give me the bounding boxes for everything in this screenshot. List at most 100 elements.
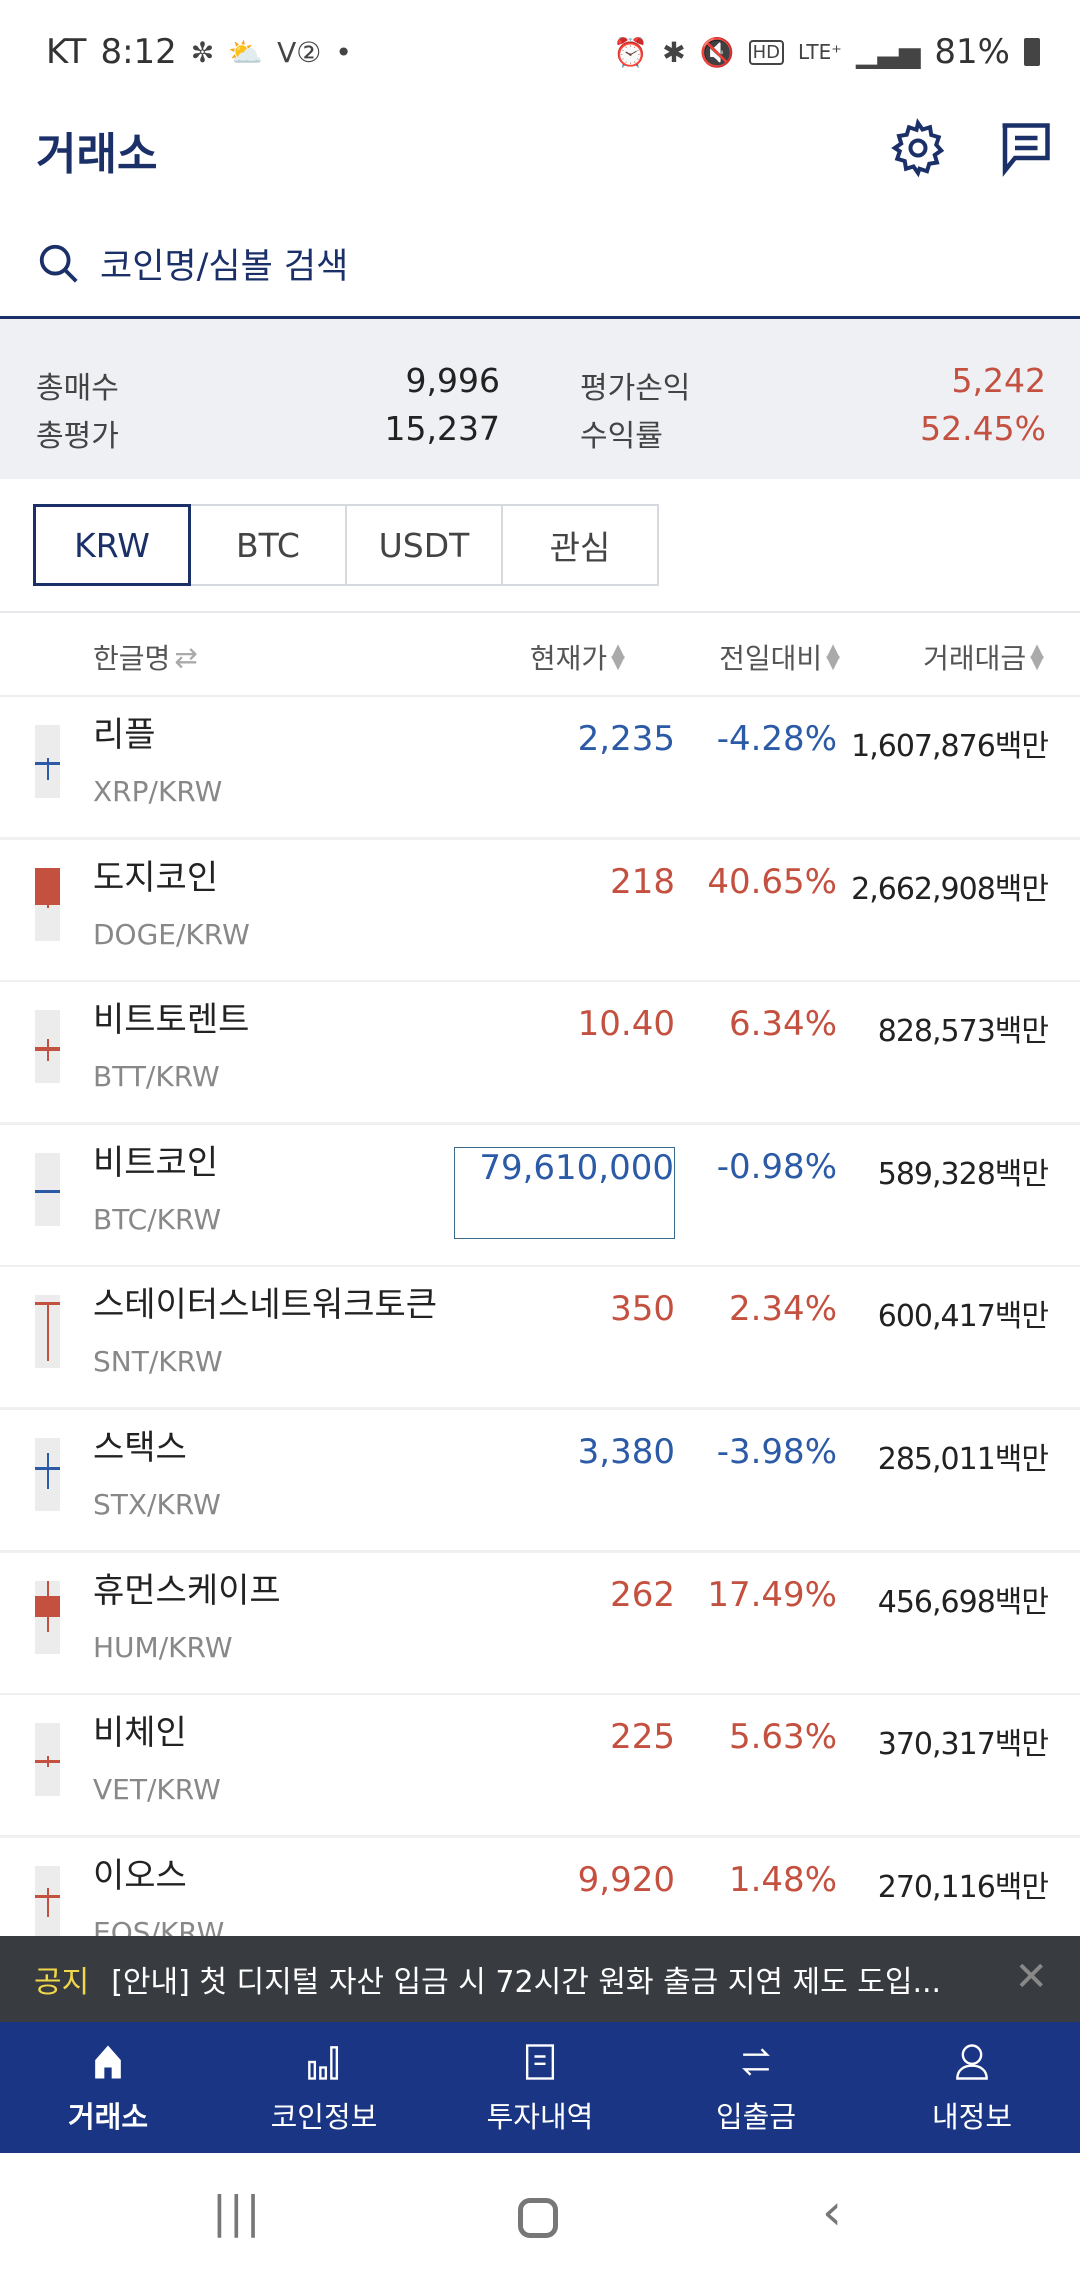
nav-investments[interactable]: 투자내역 — [432, 2022, 648, 2153]
gear-icon[interactable] — [888, 118, 948, 178]
tab-btc[interactable]: BTC — [189, 504, 347, 586]
chat-icon[interactable] — [995, 118, 1055, 178]
coin-price: 350 — [610, 1289, 675, 1329]
sort-change[interactable]: 전일대비 ▲ ▼ — [719, 637, 840, 677]
coin-row[interactable]: 비트토렌트 BTT/KRW 10.40 6.34% 828,573백만 — [0, 982, 1080, 1125]
coin-row[interactable]: 스테이터스네트워크토큰 SNT/KRW 350 2.34% 600,417백만 — [0, 1267, 1080, 1410]
coin-row[interactable]: 도지코인 DOGE/KRW 218 40.65% 2,662,908백만 — [0, 840, 1080, 983]
coin-price: 262 — [610, 1575, 675, 1615]
candle-wick — [47, 1302, 49, 1361]
sort-volume[interactable]: 거래대금 ▲ ▼ — [923, 637, 1044, 677]
search-input[interactable]: 코인명/심볼 검색 — [36, 238, 348, 289]
coin-name: 스택스 — [93, 1428, 187, 1468]
coin-name: 비트코인 — [93, 1143, 219, 1183]
notice-banner[interactable]: 공지 [안내] 첫 디지털 자산 입금 시 72시간 원화 출금 지연 제도 도… — [0, 1936, 1080, 2022]
document-icon — [525, 2043, 555, 2080]
search-placeholder: 코인명/심볼 검색 — [100, 247, 349, 287]
coin-symbol: XRP/KRW — [93, 775, 223, 808]
total-eval-value: 15,237 — [384, 409, 500, 448]
weather-icon: ⛅ — [228, 35, 264, 69]
page-title: 거래소 — [36, 129, 158, 180]
coin-row[interactable]: 비체인 VET/KRW 225 5.63% 370,317백만 — [0, 1695, 1080, 1838]
coin-name: 도지코인 — [93, 858, 219, 898]
nav-coin-info[interactable]: 코인정보 — [216, 2022, 432, 2153]
coin-row[interactable]: 비트코인 BTC/KRW 79,610,000 -0.98% 589,328백만 — [0, 1125, 1080, 1268]
recents-icon[interactable]: ||| — [212, 2187, 263, 2238]
hd-voice-icon: HD — [748, 39, 784, 65]
column-volume-label: 거래대금 — [923, 642, 1027, 675]
battery-level: 81% — [934, 32, 1010, 72]
table-header: 한글명 ⇄ 현재가 ▲ ▼ 전일대비 ▲ ▼ 거래대금 ▲ ▼ — [0, 613, 1080, 697]
candle-body — [35, 1189, 60, 1193]
close-icon[interactable]: ✕ — [1014, 1954, 1048, 2000]
voicemail-icon: V② — [277, 35, 322, 69]
coin-volume: 285,011백만 — [877, 1442, 1049, 1477]
alarm-icon: ⏰ — [613, 35, 649, 69]
signal-icon: ▁▃▅ — [855, 35, 921, 69]
tab-usdt[interactable]: USDT — [345, 504, 503, 586]
divider — [0, 611, 1080, 613]
coin-symbol: DOGE/KRW — [93, 918, 250, 951]
coin-volume: 2,662,908백만 — [851, 872, 1049, 907]
coin-row[interactable]: 스택스 STX/KRW 3,380 -3.98% 285,011백만 — [0, 1410, 1080, 1553]
candle-wick — [47, 1452, 49, 1490]
coin-volume: 828,573백만 — [877, 1014, 1049, 1049]
sort-price[interactable]: 현재가 ▲ ▼ — [530, 637, 625, 677]
candle-body — [35, 1895, 60, 1899]
carrier: KT — [46, 32, 87, 72]
column-price-label: 현재가 — [529, 642, 608, 675]
return-value: 52.45% — [920, 409, 1046, 448]
coin-symbol: HUM/KRW — [93, 1631, 233, 1664]
candle-body — [35, 1467, 60, 1471]
market-tabs: KRW BTC USDT 관심 — [33, 504, 659, 586]
coin-symbol: STX/KRW — [93, 1488, 221, 1521]
coin-row[interactable]: 리플 XRP/KRW 2,235 -4.28% 1,607,876백만 — [0, 697, 1080, 840]
lte-plus-icon: LTE⁺ — [798, 40, 842, 64]
nav-exchange[interactable]: 거래소 — [0, 2022, 216, 2153]
candle-chart — [35, 1723, 60, 1796]
coin-price: 2,235 — [577, 719, 675, 759]
dot-icon: • — [335, 35, 352, 69]
candle-chart — [35, 1866, 60, 1939]
bottom-nav: 거래소 코인정보 투자내역 입출금 내정보 — [0, 2022, 1080, 2153]
coin-volume: 456,698백만 — [877, 1585, 1049, 1620]
coin-change: 40.65% — [707, 862, 837, 902]
coin-volume: 270,116백만 — [877, 1870, 1049, 1905]
coin-name: 리플 — [93, 715, 156, 755]
coin-price: 79,610,000 — [454, 1147, 675, 1239]
sort-name[interactable]: 한글명 ⇄ — [93, 637, 198, 677]
coin-volume: 370,317백만 — [877, 1727, 1049, 1762]
coin-price: 225 — [610, 1717, 675, 1757]
coin-symbol: VET/KRW — [93, 1773, 221, 1806]
system-nav: ||| ‹ — [0, 2153, 1080, 2280]
coin-price: 9,920 — [577, 1860, 675, 1900]
coin-row[interactable]: 휴먼스케이프 HUM/KRW 262 17.49% 456,698백만 — [0, 1553, 1080, 1696]
candle-chart — [35, 1581, 60, 1654]
candle-body — [35, 1759, 60, 1763]
nav-label: 투자내역 — [486, 2099, 594, 2134]
coin-change: 1.48% — [728, 1860, 837, 1900]
coin-change: 5.63% — [728, 1717, 837, 1757]
home-button-icon[interactable] — [518, 2198, 558, 2238]
candle-chart — [35, 868, 60, 941]
nav-my-info[interactable]: 내정보 — [864, 2022, 1080, 2153]
sort-icon: ▲ ▼ — [611, 640, 625, 673]
coin-change: -0.98% — [716, 1147, 837, 1187]
back-icon[interactable]: ‹ — [822, 2183, 842, 2241]
tab-krw[interactable]: KRW — [33, 504, 191, 586]
status-bar: KT 8:12 ✼ ⛅ V② • ⏰ ✱ 🔇 HD LTE⁺ ▁▃▅ 81% — [0, 0, 1080, 100]
pnl-label: 평가손익 — [580, 371, 691, 406]
return-label: 수익률 — [580, 419, 663, 454]
candle-wick — [47, 757, 49, 780]
candle-chart — [35, 1295, 60, 1368]
candle-body — [35, 1046, 60, 1051]
candle-body — [35, 1302, 60, 1306]
candle-body — [35, 761, 60, 765]
coin-change: 2.34% — [728, 1289, 837, 1329]
pnl-value: 5,242 — [951, 361, 1046, 400]
sort-icon: ▲ ▼ — [1030, 640, 1044, 673]
tab-favorites[interactable]: 관심 — [501, 504, 659, 586]
nav-deposit-withdraw[interactable]: 입출금 — [648, 2022, 864, 2153]
clock: 8:12 — [100, 32, 177, 72]
swap-icon: ⇄ — [174, 640, 198, 674]
